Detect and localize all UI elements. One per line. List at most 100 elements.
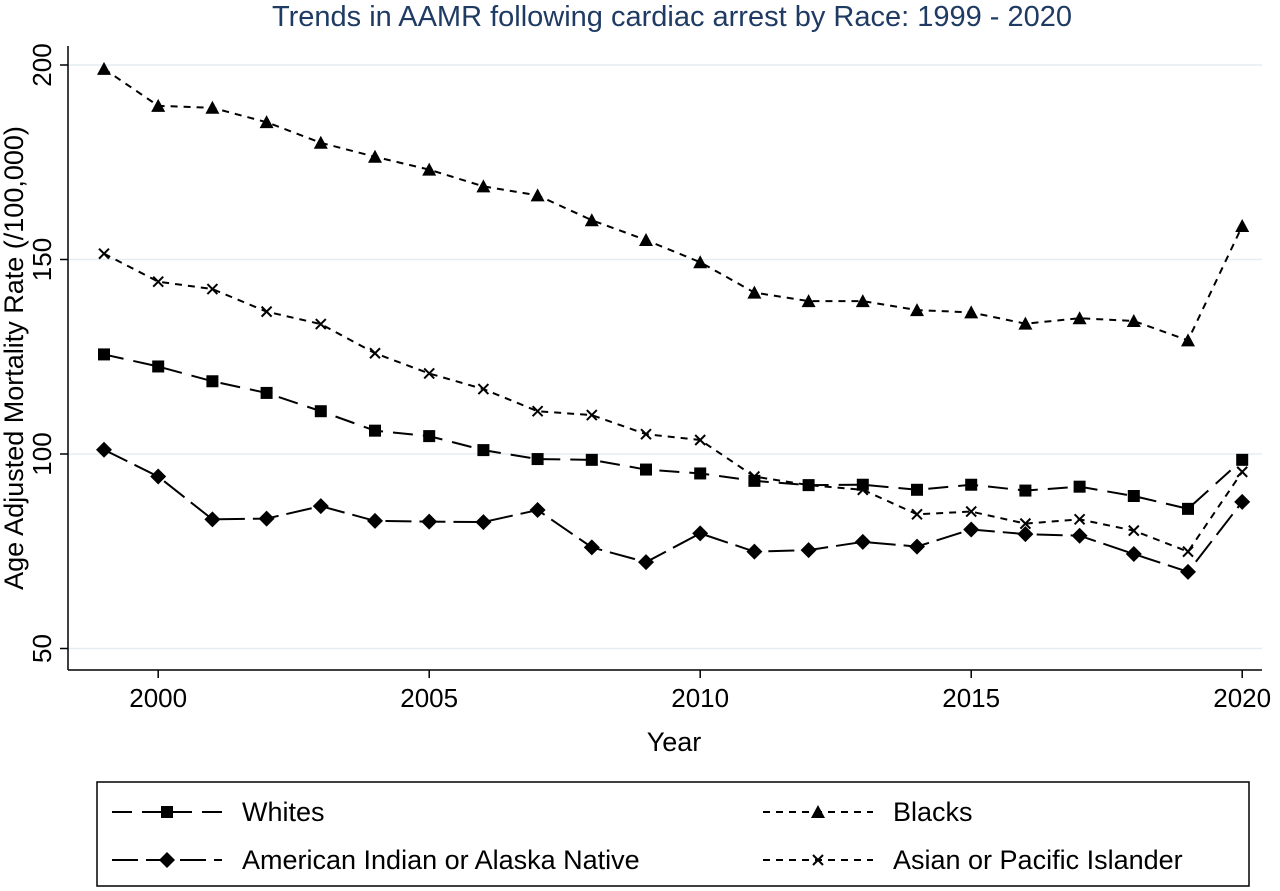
legend-item: American Indian or Alaska Native xyxy=(112,845,640,875)
data-point xyxy=(1019,484,1032,497)
data-point xyxy=(476,179,491,193)
data-point xyxy=(583,539,600,556)
data-point xyxy=(800,542,817,559)
axes xyxy=(67,46,1262,671)
series-line xyxy=(103,448,1243,574)
data-point xyxy=(1181,333,1195,347)
x-tick-label: 2020 xyxy=(1213,683,1271,713)
data-point xyxy=(259,115,274,129)
data-point xyxy=(909,538,925,555)
data-point xyxy=(98,247,110,260)
series-group xyxy=(96,61,1251,580)
data-point xyxy=(423,367,435,380)
data-point xyxy=(963,521,980,538)
data-point xyxy=(368,149,382,163)
data-point xyxy=(206,375,219,388)
y-tick-label: 100 xyxy=(27,432,57,475)
data-point xyxy=(801,294,816,308)
legend-label: Blacks xyxy=(893,797,973,827)
data-point xyxy=(477,383,490,395)
legend-item: Asian or Pacific Islander xyxy=(763,845,1183,875)
series-line xyxy=(103,252,1244,553)
x-tick-label: 2005 xyxy=(400,683,458,713)
gridlines xyxy=(68,64,1262,650)
data-point xyxy=(693,255,708,269)
data-point xyxy=(965,505,977,518)
x-axis-ticks: 2000 2005 2010 2015 2020 xyxy=(129,670,1271,713)
data-point xyxy=(1127,490,1140,503)
data-point xyxy=(258,510,275,527)
data-point xyxy=(1019,517,1032,530)
y-tick-label: 200 xyxy=(27,43,57,86)
data-point xyxy=(421,513,438,530)
data-point xyxy=(1126,313,1141,327)
data-point xyxy=(1018,316,1033,330)
legend: Whites Blacks American Indian or Alaska Na… xyxy=(96,781,1250,887)
data-point xyxy=(1128,524,1140,537)
data-point xyxy=(152,275,164,288)
series-american-indian-or-alaska-native xyxy=(96,441,1251,580)
data-point xyxy=(369,424,381,437)
data-point xyxy=(422,162,437,176)
x-tick-label: 2015 xyxy=(942,683,1000,713)
data-point xyxy=(314,405,327,418)
data-point xyxy=(531,405,544,417)
legend-box xyxy=(96,781,1250,887)
legend-marker xyxy=(159,852,175,868)
data-point xyxy=(692,525,709,542)
data-point xyxy=(1125,545,1142,562)
data-point xyxy=(640,463,652,476)
data-point xyxy=(586,409,598,421)
legend-label: Whites xyxy=(242,797,325,827)
data-point xyxy=(204,511,221,528)
x-axis-title: Year xyxy=(647,727,702,757)
data-point xyxy=(1182,545,1194,558)
data-point xyxy=(1235,219,1250,233)
series-whites xyxy=(98,348,1249,515)
data-point xyxy=(151,98,166,112)
legend-item: Blacks xyxy=(763,797,973,827)
data-point xyxy=(475,514,492,531)
data-point xyxy=(584,213,599,227)
data-point xyxy=(802,479,815,491)
data-point xyxy=(260,305,273,318)
data-point xyxy=(1073,480,1086,493)
series-blacks xyxy=(97,61,1250,347)
data-point xyxy=(855,294,870,308)
data-point xyxy=(694,434,706,446)
data-point xyxy=(206,283,219,295)
data-point xyxy=(530,188,545,202)
y-axis-title: Age Adjusted Mortality Rate (/100,000) xyxy=(0,126,29,590)
data-point xyxy=(911,508,923,521)
data-point xyxy=(694,467,707,480)
x-tick-label: 2010 xyxy=(671,683,729,713)
data-point xyxy=(910,303,924,317)
data-point xyxy=(1236,453,1249,466)
data-point xyxy=(1182,502,1194,515)
data-point xyxy=(748,470,761,483)
data-point xyxy=(96,441,112,458)
data-point xyxy=(369,347,381,359)
data-point xyxy=(640,428,652,440)
data-point xyxy=(313,135,328,149)
data-point xyxy=(911,483,923,496)
y-axis-ticks: 50 100 150 200 xyxy=(27,43,68,663)
legend-label: American Indian or Alaska Native xyxy=(242,845,640,875)
y-tick-label: 50 xyxy=(27,634,57,663)
series-asian-or-pacific-islander xyxy=(98,247,1248,558)
data-point xyxy=(1017,526,1034,543)
y-tick-label: 150 xyxy=(27,238,57,281)
data-point xyxy=(854,533,871,550)
data-point xyxy=(747,285,762,299)
data-point xyxy=(748,474,761,487)
data-point xyxy=(1072,311,1087,325)
data-point xyxy=(260,386,273,399)
legend-label: Asian or Pacific Islander xyxy=(893,845,1183,875)
legend-marker xyxy=(811,805,825,818)
data-point xyxy=(312,498,329,515)
x-tick-label: 2000 xyxy=(129,683,187,713)
data-point xyxy=(964,305,979,319)
legend-item: Whites xyxy=(112,797,325,827)
data-point xyxy=(585,453,598,466)
